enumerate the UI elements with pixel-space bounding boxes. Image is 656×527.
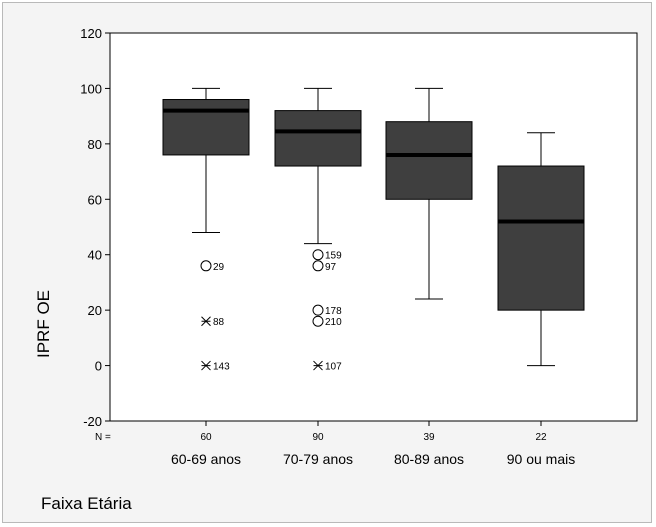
y-axis-title: IPRF OE: [34, 290, 53, 358]
outlier-label: 159: [325, 251, 342, 262]
category-label: 90 ou mais: [507, 451, 575, 467]
n-value: 90: [312, 432, 324, 443]
outlier-circle: [312, 304, 324, 316]
y-tick-label: 80: [88, 137, 102, 152]
n-value: 22: [535, 432, 547, 443]
outlier-label: 107: [325, 362, 342, 373]
x-axis-title: Faixa Etária: [41, 494, 132, 513]
outlier-star: [313, 360, 323, 371]
outlier-label: 143: [213, 362, 230, 373]
n-value: 60: [200, 432, 212, 443]
n-value: 39: [423, 432, 435, 443]
y-tick-label: -20: [83, 414, 102, 429]
y-tick-label: 0: [95, 359, 102, 374]
category-label: 70-79 anos: [283, 451, 353, 467]
outlier-circle: [312, 249, 324, 261]
outlier-circle: [312, 315, 324, 327]
category-label: 80-89 anos: [394, 451, 464, 467]
outlier-label: 97: [325, 262, 337, 273]
outlier-circle: [312, 260, 324, 272]
box-3: [497, 165, 585, 311]
outlier-circle: [200, 260, 212, 272]
n-label: N =: [95, 432, 111, 443]
y-tick-label: 120: [80, 26, 102, 41]
y-tick-label: 40: [88, 248, 102, 263]
outlier-star: [201, 316, 211, 327]
box-0: [162, 99, 250, 156]
outlier-star: [201, 360, 211, 371]
y-tick-label: 100: [80, 81, 102, 96]
y-tick-label: 60: [88, 192, 102, 207]
box-2: [385, 121, 473, 200]
outlier-label: 88: [213, 317, 225, 328]
box-1: [274, 110, 362, 167]
y-tick-label: 20: [88, 303, 102, 318]
outlier-label: 178: [325, 306, 342, 317]
outlier-label: 29: [213, 262, 225, 273]
outlier-label: 210: [325, 317, 342, 328]
category-label: 60-69 anos: [171, 451, 241, 467]
